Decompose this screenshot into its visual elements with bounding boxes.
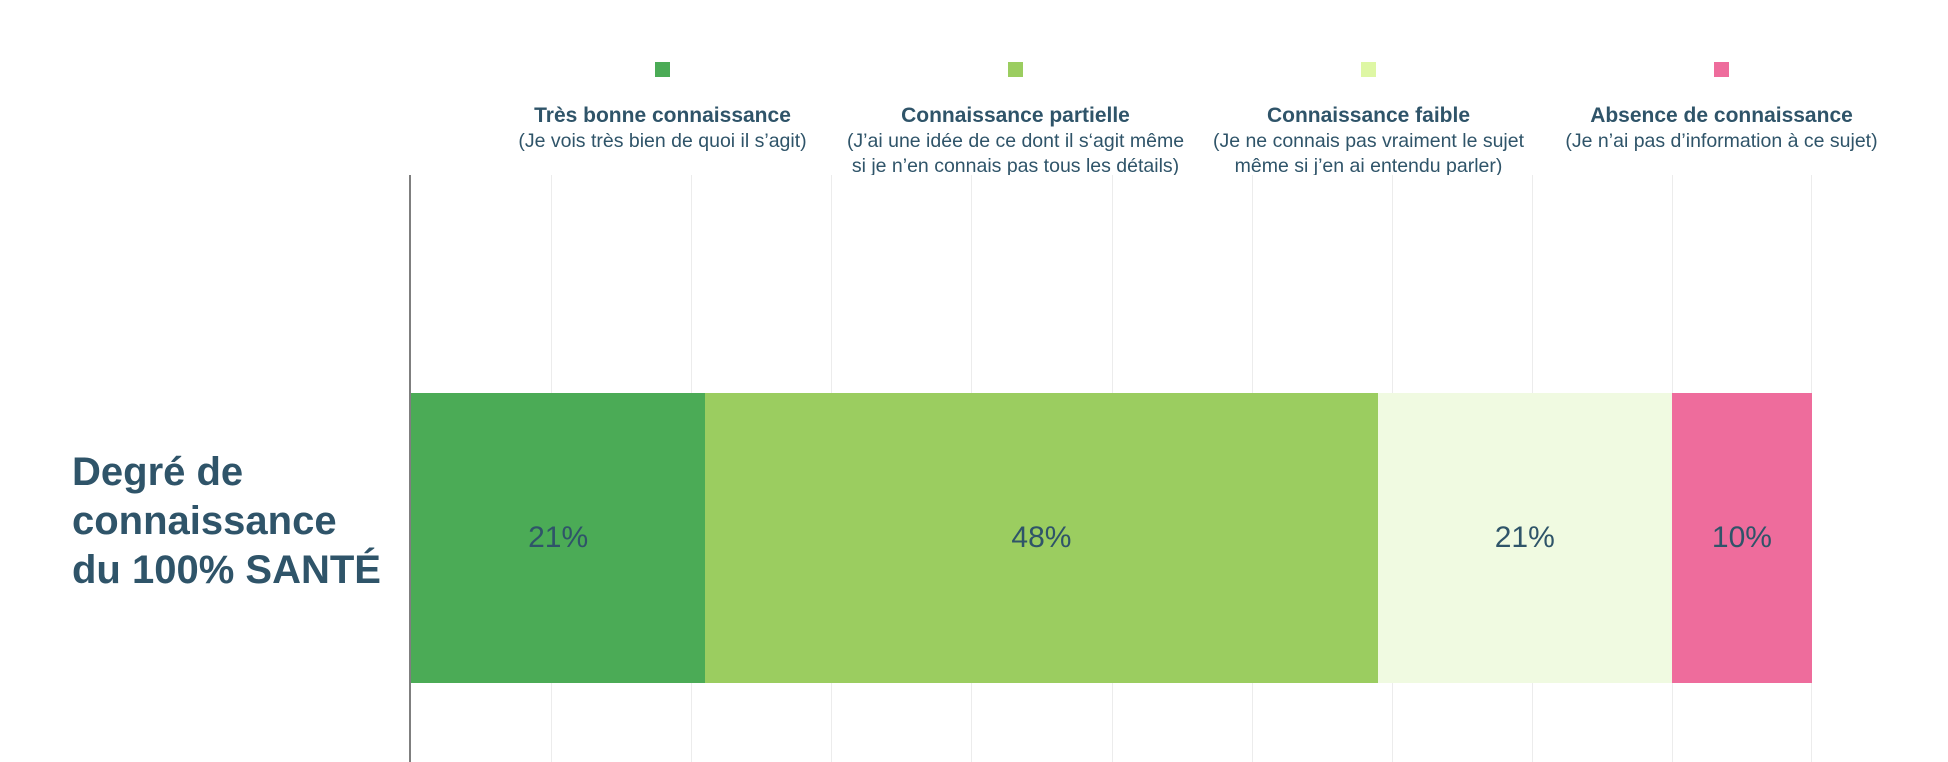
legend-label: Connaissance faible xyxy=(1266,104,1471,127)
legend-swatch-icon xyxy=(1361,62,1376,77)
legend-item-connaissance-faible: Connaissance faible (Je ne connais pas v… xyxy=(1192,62,1545,179)
legend-item-connaissance-partielle: Connaissance partielle (J’ai une idée de… xyxy=(839,62,1192,179)
legend: Très bonne connaissance (Je vois très bi… xyxy=(486,62,1898,179)
category-title-line: connaissance xyxy=(72,499,337,543)
plot-area: 21% 48% 21% 10% xyxy=(409,175,1812,762)
category-title: Degré de connaissance du 100% SANTÉ xyxy=(72,448,422,595)
legend-description: (Je n’ai pas d’information à ce sujet) xyxy=(1565,130,1878,152)
bar-segment-connaissance-partielle: 48% xyxy=(705,393,1378,683)
legend-swatch-icon xyxy=(1714,62,1729,77)
category-title-line: du 100% SANTÉ xyxy=(72,548,381,592)
bar-segment-tres-bonne-connaissance: 21% xyxy=(411,393,706,683)
legend-description: (Je ne connais pas vraiment le sujet mêm… xyxy=(1212,130,1525,177)
legend-swatch-icon xyxy=(1008,62,1023,77)
bar-value-label: 48% xyxy=(1011,521,1072,554)
stacked-bar: 21% 48% 21% 10% xyxy=(411,393,1812,683)
legend-swatch-icon xyxy=(655,62,670,77)
legend-label: Absence de connaissance xyxy=(1590,104,1853,127)
legend-label: Très bonne connaissance xyxy=(534,104,791,127)
legend-description: (Je vois très bien de quoi il s’agit) xyxy=(518,130,807,152)
bar-segment-absence-de-connaissance: 10% xyxy=(1671,393,1812,683)
legend-description: (J’ai une idée de ce dont il s‘agit même… xyxy=(846,130,1185,177)
legend-item-absence-de-connaissance: Absence de connaissance (Je n’ai pas d’i… xyxy=(1545,62,1898,179)
bar-value-label: 21% xyxy=(1494,521,1555,554)
category-title-line: Degré de xyxy=(72,450,244,494)
bar-value-label: 10% xyxy=(1711,521,1772,554)
legend-item-tres-bonne-connaissance: Très bonne connaissance (Je vois très bi… xyxy=(486,62,839,179)
bar-segment-connaissance-faible: 21% xyxy=(1377,393,1672,683)
bar-value-label: 21% xyxy=(528,521,589,554)
legend-label: Connaissance partielle xyxy=(901,104,1130,127)
